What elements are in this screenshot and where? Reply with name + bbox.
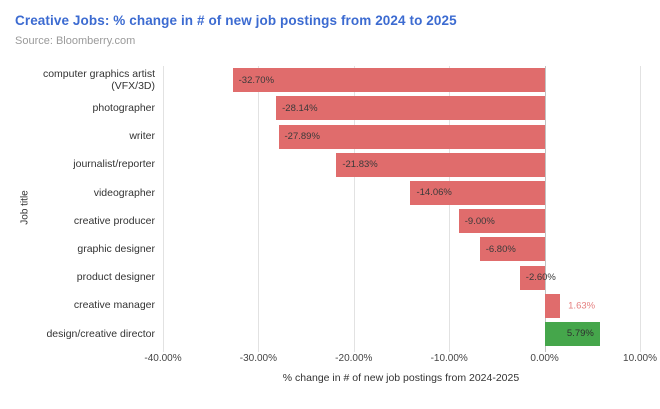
category-label: graphic designer [77, 242, 155, 255]
bar: -27.89% [278, 124, 545, 149]
bar: -9.00% [458, 209, 545, 234]
bar: -2.60% [519, 265, 556, 290]
x-tick-label: -30.00% [239, 353, 278, 364]
x-tick-label: -40.00% [144, 353, 182, 364]
bar-value-label: -28.14% [282, 102, 318, 114]
category-label: design/creative director [46, 327, 155, 340]
x-tick-label: -10.00% [430, 353, 468, 364]
category-label: writer [129, 130, 155, 143]
category-labels: computer graphics artist (VFX/3D) photogr… [10, 66, 155, 348]
category-label: creative producer [73, 214, 155, 227]
bar: -28.14% [276, 96, 545, 121]
chart-source: Source: Bloomberry.com [15, 35, 136, 47]
x-tick-label: 0.00% [530, 353, 559, 364]
gridline [163, 66, 164, 352]
bar: -21.83% [336, 152, 545, 177]
category-label: creative manager [73, 299, 155, 312]
category-label: photographer [92, 101, 155, 114]
category-label: videographer [93, 186, 155, 199]
bar: 5.79% [544, 321, 600, 346]
bar-value-label: -2.60% [525, 272, 556, 283]
bar-value-label: -9.00% [464, 215, 495, 227]
zero-axis-line [544, 66, 546, 352]
chart-title: Creative Jobs: % change in # of new job … [15, 13, 457, 28]
bar-value-label: -32.70% [238, 74, 275, 86]
bar-value-label: -14.06% [416, 187, 452, 199]
gridline [353, 66, 355, 352]
bar: -32.70% [232, 68, 545, 93]
bar-value-label: -27.89% [284, 131, 320, 142]
bar: -14.06% [410, 180, 545, 205]
gridline [449, 66, 451, 352]
bar-value-label: 1.63% [568, 300, 596, 312]
category-label: product designer [76, 271, 155, 284]
bar-value-label: -21.83% [342, 159, 378, 171]
category-label: computer graphics artist (VFX/3D) [42, 67, 155, 93]
bar-value-label: 5.79% [566, 328, 594, 340]
bar: -6.80% [479, 237, 545, 262]
x-tick-label: 10.00% [623, 353, 657, 364]
x-axis-title: % change in # of new job postings from 2… [282, 372, 520, 384]
category-label: journalist/reporter [73, 158, 155, 171]
x-tick-label: -20.00% [335, 353, 373, 364]
bar [544, 293, 561, 318]
plot-area: -32.70% -28.14% -27.89% -21.83% -14.06% -9.00… [163, 66, 641, 352]
bar-value-label: -6.80% [485, 243, 516, 255]
x-axis-tick-labels: -40.00% -30.00% -20.00% -10.00% 0.00% 10.00% [144, 353, 657, 367]
gridline [258, 66, 260, 352]
gridline [640, 66, 641, 352]
